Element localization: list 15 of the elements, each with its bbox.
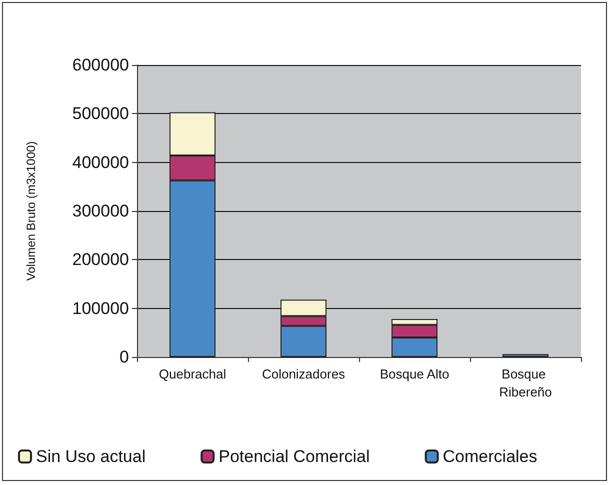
legend-label: Comerciales xyxy=(442,447,538,466)
y-tick-label: 600000 xyxy=(72,56,129,74)
legend-label: Sin Uso actual xyxy=(36,447,146,466)
y-tick-label: 200000 xyxy=(72,250,129,270)
y-tick-label: 400000 xyxy=(72,152,129,172)
y-tick-label: 300000 xyxy=(72,202,129,220)
y-axis-title: Volumen Bruto (m3x1000) xyxy=(24,141,38,281)
y-tick-label: 100000 xyxy=(72,298,129,318)
x-tick-label: Colonizadores xyxy=(262,366,346,382)
x-tick-label: Quebrachal xyxy=(158,366,226,382)
y-tick-label: 500000 xyxy=(72,104,129,124)
legend-label: Potencial Comercial xyxy=(218,447,370,466)
x-tick-label: Bosque Ribereño xyxy=(499,366,552,400)
y-tick-label: 0 xyxy=(120,348,129,366)
x-tick-label: Bosque Alto xyxy=(380,366,450,382)
